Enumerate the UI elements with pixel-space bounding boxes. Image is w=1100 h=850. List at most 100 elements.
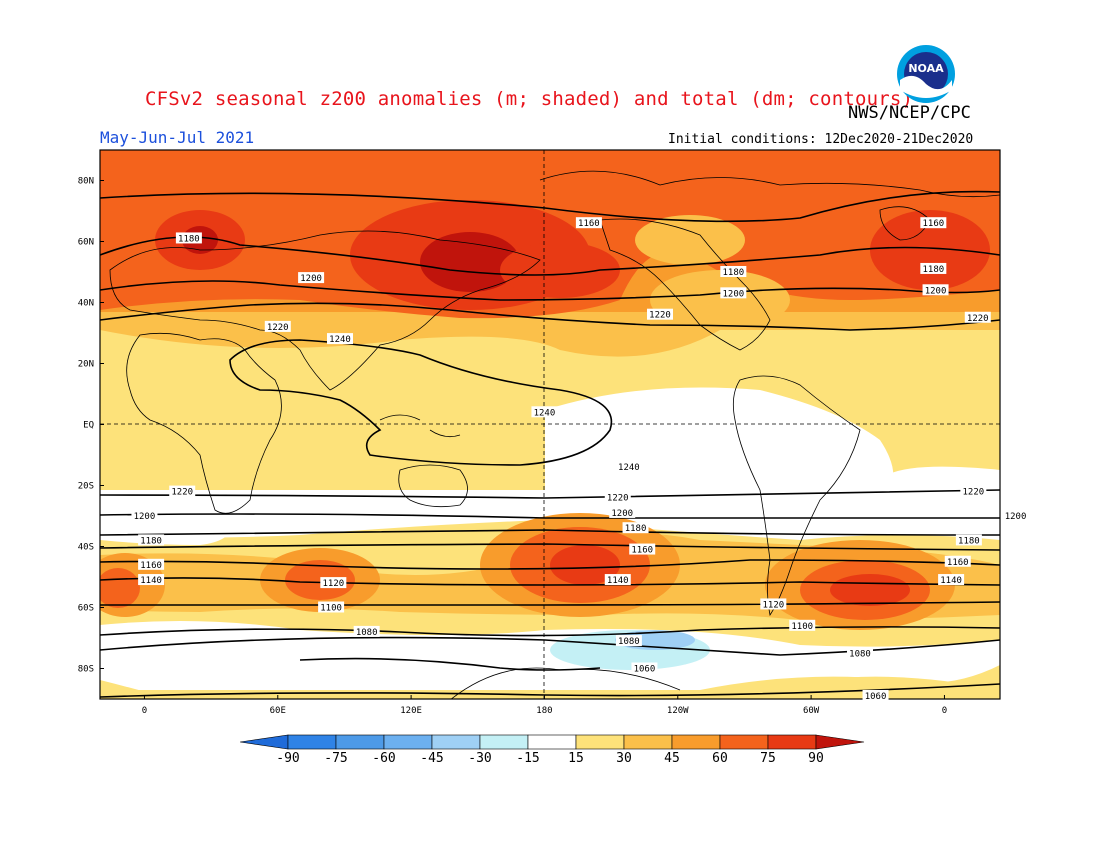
- svg-text:1240: 1240: [618, 463, 640, 473]
- lon-tick-label: 60E: [270, 706, 286, 716]
- contour-label: 1180: [955, 534, 982, 546]
- svg-text:1160: 1160: [947, 558, 969, 568]
- height-contours: [100, 190, 1000, 698]
- contour-label: 1060: [631, 662, 658, 675]
- lon-tick-label: 0: [142, 706, 147, 716]
- lat-tick-label: 80N: [78, 177, 94, 187]
- colorbar-low-arrow: [240, 734, 289, 750]
- svg-text:1140: 1140: [940, 576, 962, 586]
- contour-label: 1160: [920, 217, 947, 229]
- svg-text:1120: 1120: [762, 600, 784, 610]
- contour-label: 1140: [604, 574, 631, 586]
- map-title: CFSv2 seasonal z200 anomalies (m; shaded…: [145, 88, 914, 110]
- lat-tick-label: 20S: [78, 482, 94, 492]
- svg-text:1180: 1180: [958, 536, 980, 546]
- svg-text:1200: 1200: [925, 286, 947, 296]
- colorbar-level-label: -60: [372, 751, 396, 766]
- colorbar-level-label: -90: [276, 751, 300, 766]
- svg-text:1200: 1200: [300, 274, 322, 284]
- colorbar: [240, 734, 865, 750]
- svg-text:1160: 1160: [578, 219, 600, 229]
- svg-text:NOAA: NOAA: [908, 62, 944, 75]
- svg-text:1160: 1160: [140, 561, 162, 571]
- colorbar-segment: [287, 734, 337, 750]
- lat-tick-label: 40S: [78, 543, 94, 553]
- colorbar-segment: [671, 734, 721, 750]
- contour-label: 1220: [169, 485, 196, 498]
- contour-label: 1180: [720, 266, 747, 278]
- svg-text:1100: 1100: [320, 604, 342, 614]
- lon-tick-label: 180: [536, 706, 552, 716]
- contour-label: 1220: [604, 491, 631, 504]
- contour-label: 1200: [131, 510, 158, 522]
- colorbar-segment: [335, 734, 385, 750]
- colorbar-segment: [575, 734, 625, 750]
- colorbar-segment: [719, 734, 769, 750]
- agency-credit: NWS/NCEP/CPC: [848, 103, 971, 123]
- contour-label: 1220: [264, 320, 291, 333]
- contour-label: 1080: [847, 647, 873, 659]
- colorbar-segment: [431, 734, 481, 750]
- contour-label: 1240: [531, 406, 558, 418]
- svg-text:1220: 1220: [171, 488, 193, 498]
- svg-text:1160: 1160: [631, 546, 653, 556]
- svg-text:1180: 1180: [625, 524, 647, 534]
- svg-text:1200: 1200: [134, 512, 156, 522]
- svg-text:1060: 1060: [865, 692, 887, 702]
- svg-text:1140: 1140: [607, 576, 629, 586]
- contour-label: 1200: [298, 272, 325, 284]
- contour-label: 1160: [138, 558, 165, 571]
- colorbar-segment: [767, 734, 817, 750]
- colorbar-level-label: -75: [324, 751, 348, 766]
- lat-tick-label: 40N: [78, 299, 94, 309]
- contour-label: 1200: [1002, 510, 1029, 522]
- contour-label: 1140: [938, 574, 965, 586]
- contour-label: 1200: [609, 506, 636, 519]
- contour-label: 1080: [615, 635, 642, 647]
- contour-label: 1180: [138, 534, 165, 546]
- colorbar-level-label: 30: [616, 751, 632, 766]
- colorbar-level-label: 75: [760, 751, 776, 766]
- svg-text:1200: 1200: [1005, 512, 1027, 522]
- colorbar-level-label: 45: [664, 751, 680, 766]
- colorbar-level-label: -15: [516, 751, 540, 766]
- svg-text:1100: 1100: [791, 622, 813, 632]
- contour-labels: 1160 1180 1200 1220 1240 1220 1200 1180 1160 1180…: [131, 217, 1029, 702]
- svg-text:1180: 1180: [922, 265, 944, 275]
- forecast-period: May-Jun-Jul 2021: [100, 128, 255, 147]
- colorbar-level-label: 15: [568, 751, 584, 766]
- contour-label: 1180: [175, 232, 202, 244]
- colorbar-level-label: 90: [808, 751, 824, 766]
- contour-label: 1100: [789, 619, 816, 632]
- svg-text:1220: 1220: [967, 314, 989, 324]
- contour-label: 1180: [622, 522, 649, 534]
- contour-label: 1180: [920, 262, 947, 275]
- contour-label: 1080: [353, 625, 380, 638]
- contour-label: 1160: [575, 217, 602, 229]
- svg-text:1160: 1160: [922, 219, 944, 229]
- lon-tick-label: 60W: [803, 706, 820, 716]
- contour-label: 1120: [320, 577, 347, 589]
- colorbar-segment: [623, 734, 673, 750]
- svg-text:1240: 1240: [534, 408, 556, 418]
- svg-text:1220: 1220: [962, 488, 984, 498]
- lat-tick-label: EQ: [83, 421, 94, 431]
- colorbar-segment: [527, 734, 577, 750]
- colorbar-high-arrow: [815, 734, 865, 750]
- svg-text:1220: 1220: [649, 311, 671, 321]
- colorbar-segment: [479, 734, 529, 750]
- lon-tick-label: 120E: [400, 706, 422, 716]
- svg-text:1140: 1140: [140, 576, 162, 586]
- contour-label: 1060: [862, 689, 889, 702]
- noaa-logo-icon: NOAA: [897, 45, 955, 103]
- lat-tick-label: 80S: [78, 665, 94, 675]
- lat-tick-label: 20N: [78, 360, 94, 370]
- contour-label: 1200: [720, 287, 747, 299]
- lon-tick-label: 120W: [667, 706, 689, 716]
- svg-text:1220: 1220: [267, 323, 289, 333]
- svg-text:1200: 1200: [611, 509, 633, 519]
- svg-text:1180: 1180: [178, 234, 200, 244]
- contour-label: 1140: [138, 574, 165, 586]
- lat-tick-label: 60S: [78, 604, 94, 614]
